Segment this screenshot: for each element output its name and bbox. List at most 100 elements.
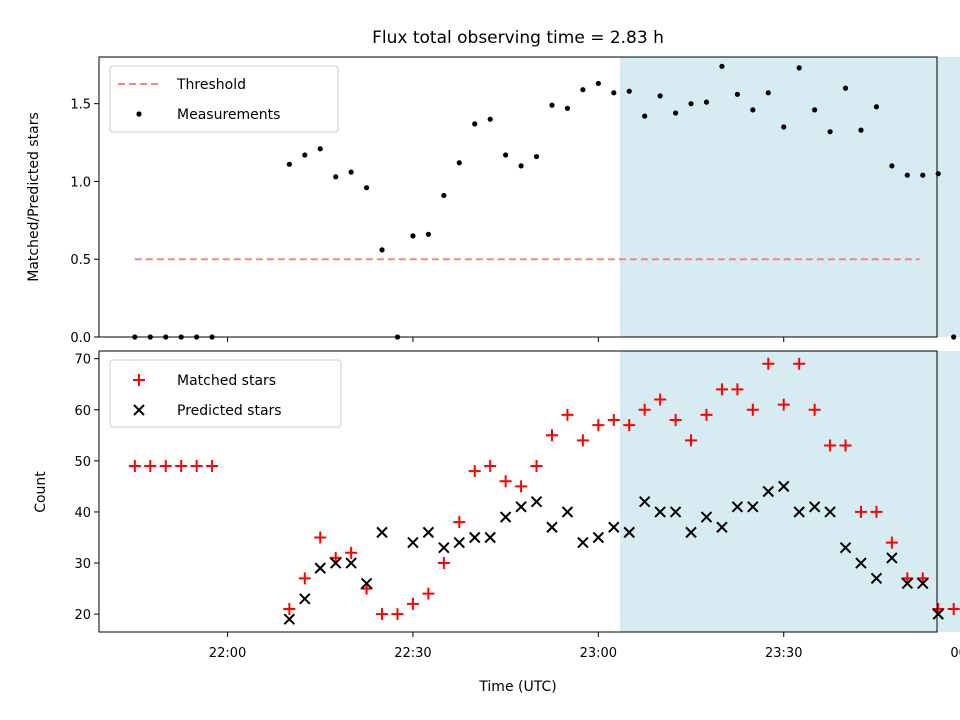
- measurement-point: [672, 110, 679, 116]
- observing-window-band-bottom: [619, 351, 960, 632]
- matched-star-point: [468, 465, 481, 478]
- predicted-star-point: [886, 552, 898, 564]
- matched-star-point: [561, 408, 574, 421]
- measurement-point: [703, 99, 710, 105]
- measurement-point: [317, 146, 323, 152]
- measurement-point: [425, 231, 431, 237]
- matched-star-point: [530, 459, 543, 472]
- matched-star-point: [345, 546, 358, 559]
- predicted-star-point: [345, 557, 357, 569]
- matched-star-point: [453, 516, 466, 529]
- matched-star-point: [808, 403, 821, 416]
- measurement-point: [533, 153, 540, 160]
- predicted-star-point: [592, 531, 605, 544]
- legend-measurements-label: Measurements: [177, 107, 280, 123]
- matched-star-point: [793, 357, 806, 370]
- predicted-star-point: [917, 577, 929, 590]
- x-axis-label: Time (UTC): [478, 679, 556, 695]
- measurement-point: [379, 247, 385, 253]
- y-tick-label: 60: [74, 404, 91, 419]
- matched-star-point: [700, 408, 713, 421]
- predicted-star-point: [855, 557, 867, 569]
- measurement-point: [348, 169, 354, 175]
- predicted-star-point: [283, 613, 296, 625]
- matched-star-point: [314, 531, 327, 544]
- predicted-star-point: [453, 536, 465, 549]
- predicted-star-point: [577, 536, 589, 549]
- predicted-star-point: [484, 531, 496, 544]
- matched-star-point: [406, 597, 419, 610]
- matched-star-point: [190, 459, 203, 472]
- matched-star-point: [437, 557, 450, 570]
- predicted-star-point: [469, 531, 481, 544]
- x-tick-label: 23:30: [765, 646, 802, 661]
- predicted-star-point: [314, 562, 326, 574]
- ratio-panel: 0.0 0.5 1.0 1.5 Matched/Predicted stars Thr…: [26, 56, 960, 346]
- matched-star-point: [885, 536, 898, 549]
- matched-star-point: [762, 357, 775, 370]
- matched-star-point: [777, 398, 790, 411]
- x-tick-label: 22:00: [209, 646, 246, 661]
- measurement-point: [564, 105, 571, 111]
- matched-star-point: [545, 429, 558, 442]
- matched-star-point: [484, 459, 497, 472]
- measurement-point: [734, 91, 740, 97]
- measurement-point: [657, 93, 663, 99]
- measurement-point: [827, 129, 833, 135]
- predicted-star-point: [360, 577, 373, 590]
- matched-star-point: [731, 383, 744, 396]
- matched-star-point: [283, 603, 296, 616]
- predicted-star-point: [515, 501, 527, 513]
- legend-predicted-label: Predicted stars: [177, 403, 282, 419]
- predicted-star-point: [530, 496, 543, 508]
- matched-star-point: [715, 383, 728, 396]
- matched-star-point: [824, 439, 837, 452]
- matched-star-point: [746, 403, 759, 416]
- legend-predicted-swatch: [133, 404, 145, 416]
- matched-star-point: [128, 459, 141, 472]
- measurement-point: [858, 127, 864, 133]
- measurement-point: [595, 80, 601, 87]
- measurement-point: [642, 113, 648, 119]
- ratio-panel-frame: [98, 56, 938, 338]
- predicted-star-point: [499, 511, 512, 523]
- measurement-point: [781, 124, 787, 130]
- measurement-point: [842, 85, 849, 91]
- measurement-point: [750, 107, 756, 113]
- predicted-star-point: [561, 506, 574, 518]
- predicted-star-point: [608, 521, 620, 533]
- measurement-point: [626, 88, 632, 94]
- predicted-star-point: [669, 506, 682, 518]
- matched-star-point: [638, 403, 651, 416]
- predicted-star-point: [901, 577, 914, 590]
- predicted-star-point: [685, 526, 697, 539]
- y-tick-label: 40: [74, 506, 91, 521]
- measurement-point: [441, 192, 447, 199]
- measurement-point: [812, 107, 818, 113]
- y-tick-label: 1.5: [70, 98, 91, 113]
- matched-star-point: [298, 572, 311, 585]
- measurement-point: [503, 152, 509, 158]
- observing-window-band-top: [619, 57, 960, 337]
- matched-star-point: [623, 419, 636, 432]
- legend-matched-swatch: [133, 374, 145, 386]
- measurement-point: [935, 171, 941, 177]
- y-tick-label: 20: [74, 608, 91, 623]
- predicted-star-point: [793, 506, 805, 518]
- measurement-point: [889, 163, 895, 169]
- legend-matched-label: Matched stars: [177, 373, 276, 389]
- measurement-point: [363, 185, 370, 191]
- y-tick-label: 0.5: [70, 253, 91, 268]
- measurement-point: [472, 121, 478, 127]
- matched-star-point: [499, 475, 512, 488]
- predicted-star-point: [438, 541, 450, 554]
- predicted-star-point: [329, 557, 342, 569]
- predicted-star-point: [654, 506, 666, 518]
- legend-threshold-label: Threshold: [176, 77, 246, 93]
- predicted-star-point: [623, 526, 635, 539]
- y-tick-label: 50: [74, 455, 91, 470]
- y-tick-label: 70: [74, 353, 91, 368]
- count-panel-frame: [98, 350, 938, 633]
- predicted-star-point: [716, 521, 728, 533]
